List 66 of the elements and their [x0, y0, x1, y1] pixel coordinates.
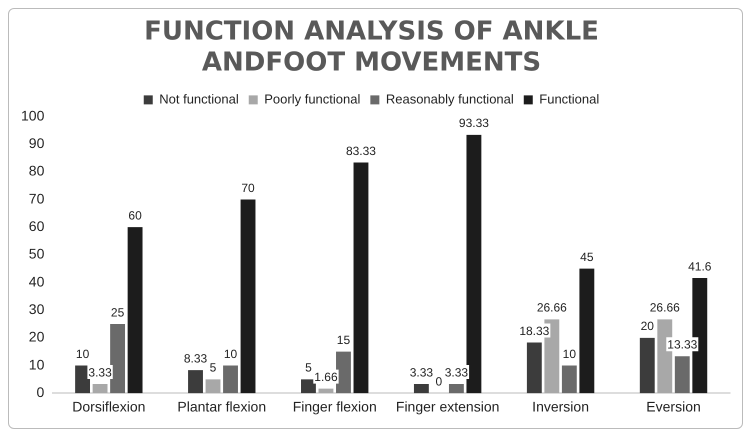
y-tick-label: 70	[28, 190, 45, 206]
data-label: 8.33	[184, 351, 208, 366]
data-label: 5	[210, 360, 217, 375]
bar	[414, 384, 429, 394]
data-label: 10	[76, 346, 90, 361]
data-label: 93.33	[458, 116, 490, 130]
y-tick-label: 90	[28, 134, 45, 151]
bar	[526, 342, 542, 394]
data-label: 60	[128, 208, 142, 222]
y-tick-label: 50	[28, 246, 45, 262]
data-label: 10	[224, 346, 238, 361]
y-tick-label: 60	[28, 218, 45, 234]
bar	[318, 388, 334, 394]
y-tick-label: 40	[28, 273, 45, 290]
data-label: 15	[336, 332, 350, 347]
data-label: 1.66	[314, 370, 338, 384]
data-label: 20	[640, 319, 654, 334]
x-tick-label: Finger flexion	[292, 398, 377, 414]
data-label: 13.33	[667, 338, 698, 352]
data-label: 25	[110, 305, 125, 320]
chart-title: FUNCTION ANALYSIS OF ANKLE ANDFOOT MOVEMENTS	[144, 16, 599, 78]
bar	[448, 384, 464, 394]
data-label: 18.33	[519, 324, 550, 338]
bar	[562, 366, 577, 394]
bar	[301, 379, 316, 394]
bar	[466, 134, 482, 394]
data-label: 26.66	[650, 300, 680, 315]
bar	[110, 324, 126, 394]
bar	[92, 384, 108, 394]
data-label: 3.33	[444, 365, 468, 380]
x-tick-label: Inversion	[532, 398, 589, 414]
x-tick-label: Plantar flexion	[177, 398, 266, 414]
y-tick-label: 10	[28, 356, 45, 372]
data-label: 83.33	[346, 144, 376, 158]
y-tick-label: 100	[21, 107, 45, 124]
data-label: 3.33	[88, 365, 112, 380]
bar	[336, 352, 351, 394]
x-tick-label: Dorsiflexion	[72, 398, 146, 414]
x-tick-label: Eversion	[646, 398, 701, 414]
y-tick-label: 80	[28, 162, 45, 179]
bar	[579, 268, 594, 394]
bar	[240, 199, 256, 394]
bar	[223, 366, 238, 394]
data-label: 45	[580, 250, 594, 264]
data-label: 26.66	[536, 300, 568, 315]
bar	[75, 366, 90, 394]
bar	[206, 379, 220, 394]
bar	[354, 162, 368, 394]
data-label: 0	[436, 374, 443, 389]
data-label: 10	[562, 346, 576, 361]
bar	[674, 356, 690, 394]
data-label: 5	[305, 360, 312, 375]
y-tick-label: 20	[28, 328, 45, 345]
x-tick-label: Finger extension	[396, 398, 500, 414]
bar	[128, 227, 143, 394]
legend-label: Functional	[539, 91, 600, 106]
y-tick-label: 0	[36, 384, 45, 400]
legend-label: Reasonably functional	[386, 91, 514, 106]
y-tick-label: 30	[28, 301, 45, 318]
bar	[640, 338, 655, 394]
data-label: 70	[241, 180, 256, 195]
data-label: 3.33	[410, 365, 434, 380]
data-label: 41.6	[688, 259, 712, 274]
legend-label: Not functional	[159, 91, 239, 106]
legend-label: Poorly functional	[264, 91, 360, 106]
bar	[188, 370, 203, 394]
